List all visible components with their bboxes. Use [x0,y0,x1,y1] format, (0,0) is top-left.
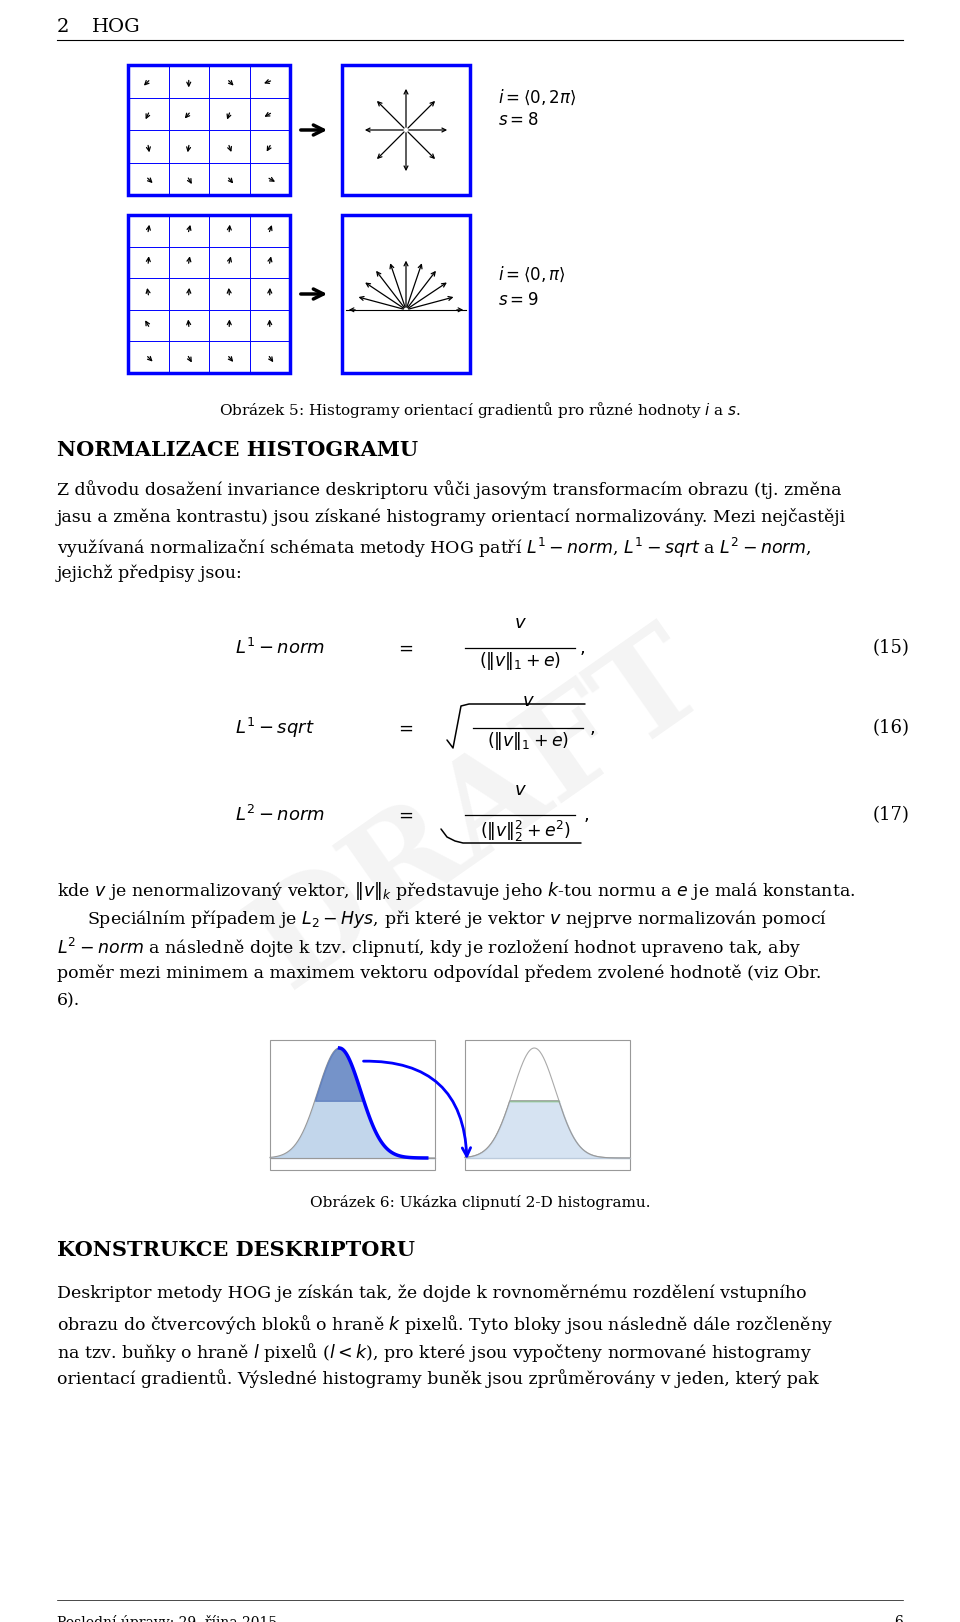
Text: kde $v$ je nenormalizovaný vektor, $\|v\|_k$ představuje jeho $k$-tou normu a $e: kde $v$ je nenormalizovaný vektor, $\|v\… [57,881,855,902]
Text: NORMALIZACE HISTOGRAMU: NORMALIZACE HISTOGRAMU [57,440,419,461]
Text: $v$: $v$ [514,615,526,633]
Text: Obrázek 6: Ukázka clipnutí 2-D histogramu.: Obrázek 6: Ukázka clipnutí 2-D histogram… [310,1195,650,1210]
Text: Deskriptor metody HOG je získán tak, že dojde k rovnoměrnému rozdělení vstupního: Deskriptor metody HOG je získán tak, že … [57,1285,806,1302]
Text: $=$: $=$ [395,806,414,824]
Bar [465,1040,630,1169]
Text: Poslední úpravy: 29. října 2015: Poslední úpravy: 29. října 2015 [57,1616,277,1622]
Text: $s = 8$: $s = 8$ [498,112,539,130]
Text: 2: 2 [57,18,69,36]
Text: využívaná normalizační schémata metody HOG patří $L^1 - norm$, $L^1 - sqrt$ a $L: využívaná normalizační schémata metody H… [57,535,811,560]
Text: orientací gradientů. Výsledné histogramy buněk jsou zprůměrovány v jeden, který : orientací gradientů. Výsledné histogramy… [57,1369,819,1388]
Text: $i = \langle 0, 2\pi\rangle$: $i = \langle 0, 2\pi\rangle$ [498,88,576,107]
Text: (17): (17) [874,806,910,824]
Text: $L^1 - sqrt$: $L^1 - sqrt$ [235,715,315,740]
Text: $=$: $=$ [395,719,414,736]
Text: Obrázek 5: Histogramy orientací gradientů pro různé hodnoty $i$ a $s$.: Obrázek 5: Histogramy orientací gradient… [219,401,741,420]
Text: (15): (15) [874,639,910,657]
Text: $v$: $v$ [521,693,535,710]
Bar [128,65,290,195]
Text: $,$: $,$ [589,719,595,736]
Text: HOG: HOG [92,18,140,36]
Text: $,$: $,$ [583,806,589,824]
Text: $L^1 - norm$: $L^1 - norm$ [235,637,325,659]
Text: $=$: $=$ [395,639,414,657]
Text: obrazu do čtvercových bloků o hraně $k$ pixelů. Tyto bloky jsou následně dále ro: obrazu do čtvercových bloků o hraně $k$ … [57,1312,833,1337]
Text: $(\|v\|_1 + e)$: $(\|v\|_1 + e)$ [487,730,569,753]
Text: Z důvodu dosažení invariance deskriptoru vůči jasovým transformacím obrazu (tj. : Z důvodu dosažení invariance deskriptoru… [57,480,842,500]
Text: DRAFT: DRAFT [230,610,730,1012]
Text: $L^2 - norm$: $L^2 - norm$ [235,805,325,826]
Text: $v$: $v$ [514,782,526,800]
Text: $(\|v\|_1 + e)$: $(\|v\|_1 + e)$ [479,650,561,672]
Text: KONSTRUKCE DESKRIPTORU: KONSTRUKCE DESKRIPTORU [57,1239,415,1260]
Text: (16): (16) [873,719,910,736]
Text: $L^2 - norm$ a následně dojte k tzv. clipnutí, kdy je rozložení hodnot upraveno : $L^2 - norm$ a následně dojte k tzv. cli… [57,936,801,960]
Bar [342,65,470,195]
Text: $,$: $,$ [579,639,585,657]
Text: jasu a změna kontrastu) jsou získané histogramy orientací normalizovány. Mezi ne: jasu a změna kontrastu) jsou získané his… [57,508,846,526]
Text: Speciálním případem je $L_2 - Hys$, při které je vektor $v$ nejprve normalizován: Speciálním případem je $L_2 - Hys$, při … [87,908,828,929]
Text: $s = 9$: $s = 9$ [498,292,539,310]
Text: na tzv. buňky o hraně $l$ pixelů ($l < k$), pro které jsou vypočteny normované h: na tzv. buňky o hraně $l$ pixelů ($l < k… [57,1341,812,1364]
Text: poměr mezi minimem a maximem vektoru odpovídal předem zvolené hodnotě (viz Obr.: poměr mezi minimem a maximem vektoru odp… [57,963,822,981]
Bar [270,1040,435,1169]
Text: jejichž předpisy jsou:: jejichž předpisy jsou: [57,564,243,582]
Text: $(\|v\|_2^2 + e^2)$: $(\|v\|_2^2 + e^2)$ [480,819,571,843]
Bar [128,216,290,373]
Bar [342,216,470,373]
FancyArrowPatch shape [364,1061,470,1156]
Text: 6).: 6). [57,993,81,1009]
Text: $i = \langle 0, \pi\rangle$: $i = \langle 0, \pi\rangle$ [498,264,565,284]
Text: 6: 6 [895,1616,903,1622]
